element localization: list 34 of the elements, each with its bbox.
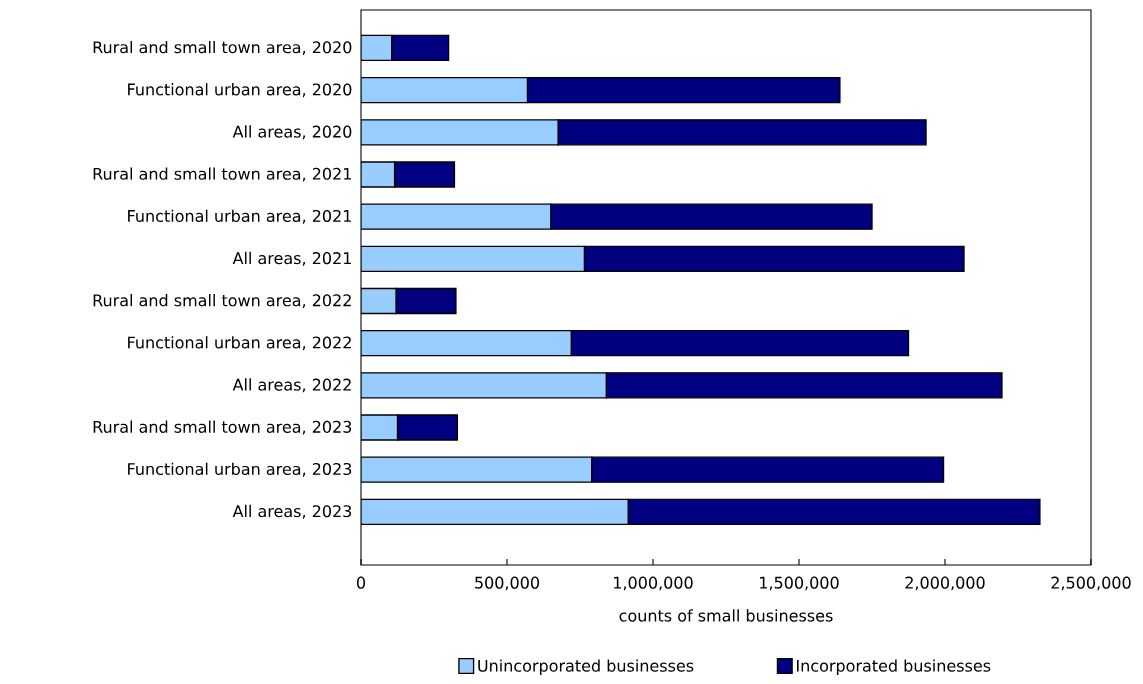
bar: [396, 414, 459, 441]
bar: [393, 161, 456, 188]
x-tick-label: 500,000: [475, 576, 540, 591]
y-tick-label: Functional urban area, 2020: [128, 83, 352, 98]
x-tick-label: 1,500,000: [760, 576, 839, 591]
bar: [361, 498, 629, 526]
y-tick-label: Rural and small town area, 2020: [93, 40, 352, 55]
bar: [361, 372, 607, 399]
y-tick-label: Rural and small town area, 2022: [93, 293, 351, 308]
legend-label: Incorporated businesses: [797, 659, 991, 675]
bar: [361, 76, 529, 104]
y-tick-label: Rural and small town area, 2023: [93, 420, 352, 435]
y-tick-label: All areas, 2021: [232, 251, 351, 266]
bar: [361, 287, 397, 315]
y-tick-label: Functional urban area, 2022: [128, 336, 351, 351]
y-tick-label: All areas, 2022: [232, 378, 351, 393]
bar: [361, 34, 393, 62]
y-tick-label: All areas, 2023: [232, 504, 352, 519]
x-tick-label: 2,500,000: [1051, 576, 1131, 591]
bar: [361, 119, 559, 146]
x-tick-label: 2,000,000: [905, 576, 985, 591]
y-tick-label: All areas, 2020: [232, 125, 352, 140]
bar: [395, 287, 457, 315]
y-tick-label: Rural and small town area, 2021: [93, 167, 351, 182]
bar: [361, 245, 586, 272]
legend-label: Unincorporated businesses: [478, 659, 694, 675]
x-tick-label: 0: [356, 576, 366, 589]
y-tick-label: Functional urban area, 2023: [128, 462, 352, 477]
x-tick-label: 1,000,000: [614, 576, 693, 591]
bar: [361, 203, 552, 230]
x-axis-title: counts of small businesses: [619, 609, 833, 622]
bar: [361, 456, 593, 483]
y-tick-label: Functional urban area, 2021: [128, 209, 351, 224]
bar: [361, 329, 572, 357]
